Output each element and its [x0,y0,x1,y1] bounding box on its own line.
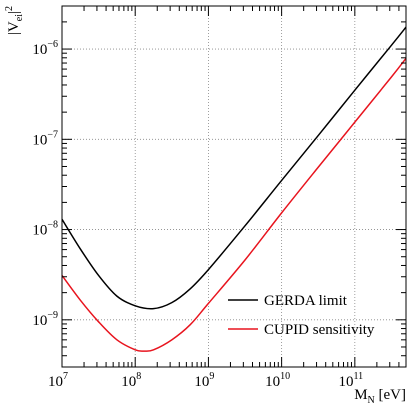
tick-labels: 107 108 109 1010 1011 10−9 10−8 10−7 10−6 [32,39,363,390]
y-tick-label: 10−6 [32,39,58,58]
legend: GERDA limit CUPID sensitivity [228,293,375,338]
y-tick-label: 10−8 [32,220,58,239]
curves [61,26,407,352]
y-axis-label: |Vei|2 [4,6,25,35]
legend-label-cupid: CUPID sensitivity [264,322,375,338]
x-tick-label: 107 [48,371,68,390]
grid [61,6,406,367]
x-tick-label: 108 [121,371,141,390]
plot-frame [61,5,407,368]
x-tick-label: 1010 [265,371,290,390]
x-tick-label: 109 [194,371,214,390]
x-axis-label: MN [eV] [354,387,406,406]
series-cupid-sensitivity [61,57,407,352]
y-tick-label: 10−9 [32,310,58,329]
series-gerda-limit [61,26,407,310]
y-tick-label: 10−7 [32,129,58,148]
ticks [61,6,406,367]
legend-label-gerda: GERDA limit [264,293,348,309]
x-tick-label: 1011 [339,371,364,390]
